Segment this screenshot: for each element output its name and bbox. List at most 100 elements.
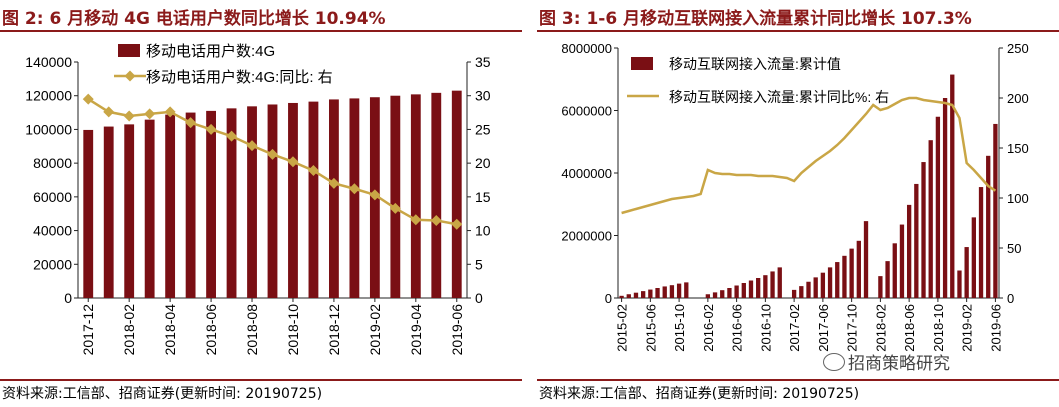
y-tick-label-right: 15	[475, 189, 491, 205]
bar-2016-04	[720, 290, 725, 298]
bar-2019-04	[978, 187, 984, 298]
line-marker-2017-12	[82, 93, 94, 105]
bar-2018-06	[206, 110, 216, 298]
legend-label-bar: 移动互联网接入流量:累计值	[669, 56, 841, 72]
bar-2015-11	[684, 282, 689, 298]
line-marker-2019-01	[348, 183, 360, 195]
x-tick-label: 2018-08	[244, 304, 260, 356]
y-tick-label-left: 0	[605, 291, 612, 306]
bar-2018-06	[906, 204, 912, 298]
bar-2019-05	[986, 155, 991, 298]
bar-2017-11	[856, 240, 861, 298]
y-tick-label-right: 50	[1007, 241, 1021, 256]
bar-2016-12	[777, 267, 782, 298]
bar-2018-09	[928, 140, 933, 298]
legend-label-line: 移动互联网接入流量:累计同比%: 右	[669, 89, 889, 105]
x-tick-label: 2018-02	[873, 304, 888, 352]
x-tick-label: 2017-02	[787, 304, 802, 352]
bar-2016-07	[741, 283, 746, 298]
bar-2019-01	[349, 98, 360, 298]
bar-2017-08	[835, 262, 840, 298]
bar-2019-03	[971, 217, 976, 298]
y-tick-label-right: 250	[1007, 41, 1029, 56]
bar-2016-08	[748, 280, 754, 298]
left-title-rule	[0, 30, 522, 32]
line-marker-2018-06	[205, 123, 217, 135]
bar-2019-06	[993, 123, 998, 298]
bar-2018-11	[942, 98, 948, 298]
line-marker-2018-01	[103, 106, 115, 118]
line-marker-2018-10	[287, 156, 299, 168]
bar-2016-03	[712, 292, 718, 298]
y-tick-label-left: 40000	[33, 223, 72, 239]
bar-2018-03	[885, 261, 890, 298]
y-tick-label-right: 200	[1007, 91, 1029, 106]
line-marker-2018-07	[226, 130, 238, 142]
series-line-yoy	[621, 96, 997, 215]
bar-2018-12	[950, 74, 955, 298]
y-tick-label-left: 140000	[25, 54, 72, 70]
x-tick-label: 2016-02	[701, 304, 716, 352]
bar-2018-01	[103, 126, 114, 298]
bar-2018-04	[892, 243, 897, 298]
bar-2019-05	[431, 92, 442, 298]
x-tick-label: 2018-10	[285, 304, 301, 356]
line-marker-2019-02	[369, 189, 381, 201]
bar-2016-02	[705, 294, 711, 298]
line-marker-2019-03	[389, 202, 401, 214]
bar-2016-06	[734, 285, 739, 298]
bar-2018-05	[185, 112, 196, 298]
bar-2016-09	[756, 278, 761, 298]
right-source: 资料来源:工信部、招商证券(更新时间: 20190725)	[539, 386, 860, 402]
x-tick-label: 2015-10	[672, 304, 687, 352]
legend-marker-line	[124, 70, 136, 82]
wechat-icon	[823, 353, 845, 371]
bar-2017-12	[83, 129, 94, 298]
line-marker-2019-06	[451, 218, 463, 230]
x-tick-label: 2015-02	[615, 304, 630, 352]
x-tick-label: 2018-06	[902, 304, 917, 352]
x-tick-label: 2016-06	[730, 304, 745, 352]
right-source-rule	[537, 379, 1059, 381]
line-marker-2019-05	[430, 214, 442, 226]
y-tick-label-right: 5	[475, 256, 483, 272]
x-tick-label: 2017-06	[816, 304, 831, 352]
y-tick-label-right: 0	[1007, 291, 1014, 306]
legend-label-line: 移动电话用户数:4G:同比: 右	[146, 69, 333, 86]
line-marker-2018-03	[144, 108, 156, 120]
y-tick-label-right: 100	[1007, 191, 1029, 206]
bar-2016-11	[770, 271, 775, 298]
bar-2015-08	[662, 286, 667, 298]
bar-2019-03	[390, 95, 401, 298]
bar-2016-10	[763, 275, 768, 298]
x-tick-label: 2018-02	[121, 304, 137, 356]
y-tick-label-left: 20000	[33, 256, 72, 272]
bar-2018-10	[935, 116, 941, 298]
x-tick-label: 2018-04	[162, 304, 178, 356]
left-chart: 0 20000 40000 60000 80000 100000 120000 140000 0…	[25, 43, 491, 356]
bar-2015-07	[655, 288, 660, 298]
bar-2018-03	[144, 119, 155, 298]
bar-2015-10	[676, 283, 682, 298]
bar-2017-02	[791, 289, 797, 298]
line-marker-2018-04	[164, 106, 176, 118]
legend-swatch-bar	[118, 44, 140, 57]
x-tick-label: 2015-06	[643, 304, 658, 352]
x-tick-label: 2019-04	[408, 304, 424, 356]
bar-2016-05	[727, 288, 732, 298]
right-panel: 图 3: 1-6 月移动互联网接入流量累计同比增长 107.3% 0 200000…	[537, 0, 1059, 407]
legend-label-bar: 移动电话用户数:4G	[146, 43, 275, 60]
y-tick-label-left: 0	[64, 290, 72, 306]
bar-2018-07	[226, 108, 237, 298]
bar-2017-05	[813, 277, 818, 298]
x-tick-label: 2017-12	[80, 304, 96, 356]
bar-2017-03	[799, 286, 804, 298]
bar-2018-04	[165, 114, 176, 298]
x-tick-label: 2019-02	[960, 304, 975, 352]
line-marker-2018-08	[246, 140, 258, 152]
x-tick-label: 2019-02	[367, 304, 383, 356]
bar-2019-02	[964, 247, 969, 298]
line-marker-2018-11	[307, 165, 319, 177]
bar-2019-01	[957, 270, 962, 298]
x-tick-label: 2016-10	[758, 304, 773, 352]
